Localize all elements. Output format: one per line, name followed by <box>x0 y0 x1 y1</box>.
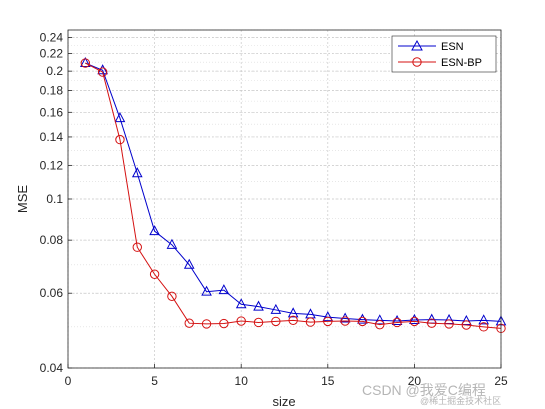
data-point-esn-bp <box>271 316 281 327</box>
data-point-esn-bp <box>461 320 472 330</box>
data-point-esn <box>149 225 160 236</box>
data-point-esn <box>79 56 91 68</box>
y-tick-label: 0.14 <box>40 130 64 144</box>
data-point-esn-bp <box>253 317 264 328</box>
series-line-esn <box>85 62 502 322</box>
x-tick-label: 25 <box>494 374 508 388</box>
data-point-esn-bp <box>375 319 385 330</box>
x-tick-label: 10 <box>235 374 249 388</box>
y-tick-label: 0.12 <box>40 158 64 172</box>
data-point-esn-bp <box>357 316 368 327</box>
data-point-esn-bp <box>167 291 177 302</box>
data-point-esn-bp <box>80 58 91 68</box>
legend-esn-bp-label: ESN-BP <box>441 57 482 69</box>
data-point-esn <box>166 238 178 249</box>
series-line-esn-bp <box>85 62 502 329</box>
y-tick-label: 0.06 <box>40 286 64 300</box>
data-point-esn-bp <box>288 315 298 326</box>
y-tick-label: 0.16 <box>40 105 64 119</box>
x-tick-label: 0 <box>65 374 72 388</box>
data-point-esn-bp <box>184 318 194 328</box>
y-tick-label: 0.04 <box>40 361 64 375</box>
data-point-esn-bp <box>115 134 125 145</box>
data-point-esn-bp <box>478 322 489 332</box>
data-point-esn <box>253 300 264 311</box>
data-point-esn <box>391 314 403 326</box>
data-point-esn <box>409 313 420 324</box>
data-point-esn-bp <box>236 316 246 326</box>
legend: ESN ESN-BP <box>391 35 497 73</box>
data-point-esn <box>201 285 212 296</box>
legend-esn-label: ESN <box>441 41 464 53</box>
data-point-esn <box>287 307 299 318</box>
plot-frame <box>67 29 502 369</box>
y-axis-ticks: 0.04 0.06 0.08 0.1 0.12 0.14 0.16 0.18 0.2 0.22 0.… <box>40 31 72 375</box>
data-point-esn-bp <box>97 67 108 77</box>
data-point-esn-bp <box>392 317 402 328</box>
data-point-esn <box>478 314 490 325</box>
y-tick-label: 0.22 <box>40 47 64 61</box>
data-point-esn <box>374 314 386 325</box>
y-tick-label: 0.24 <box>40 31 64 45</box>
y-tick-label: 0.08 <box>40 233 64 247</box>
series-group <box>79 56 507 334</box>
data-point-esn-bp <box>219 318 229 329</box>
data-point-esn-bp <box>409 316 420 327</box>
data-point-esn-bp <box>323 316 333 327</box>
data-point-esn <box>218 284 230 295</box>
y-tick-label: 0.1 <box>46 192 63 206</box>
data-point-esn-bp <box>427 318 437 328</box>
x-tick-label: 15 <box>321 374 335 388</box>
legend-esn-marker <box>411 39 423 51</box>
data-point-esn <box>131 167 143 178</box>
x-tick-label: 5 <box>151 374 158 388</box>
data-point-esn-bp <box>132 242 142 252</box>
data-point-esn <box>114 112 126 123</box>
x-tick-label: 20 <box>408 374 422 388</box>
x-axis-ticks: 0 5 10 15 20 25 <box>65 364 508 388</box>
data-point-esn-bp <box>149 269 160 279</box>
data-point-esn-bp <box>305 317 316 327</box>
watermark-subtext: @稀土掘金技术社区 <box>420 396 502 406</box>
y-tick-label: 0.18 <box>40 84 64 98</box>
watermark-text: CSDN @我爱C编程 <box>362 382 486 398</box>
legend-box <box>391 35 497 73</box>
y-tick-label: 0.2 <box>46 64 63 78</box>
legend-esn-bp-marker <box>412 57 422 67</box>
data-point-esn <box>235 298 247 309</box>
data-point-esn-bp <box>201 319 212 329</box>
data-point-esn-bp <box>444 319 454 329</box>
data-point-esn <box>357 313 368 324</box>
data-point-esn <box>322 311 334 322</box>
data-point-esn <box>270 303 282 314</box>
data-point-esn <box>183 258 195 269</box>
data-point-esn-bp <box>340 316 350 326</box>
y-axis-label: MSE <box>15 185 30 214</box>
x-axis-label: size <box>272 394 295 409</box>
